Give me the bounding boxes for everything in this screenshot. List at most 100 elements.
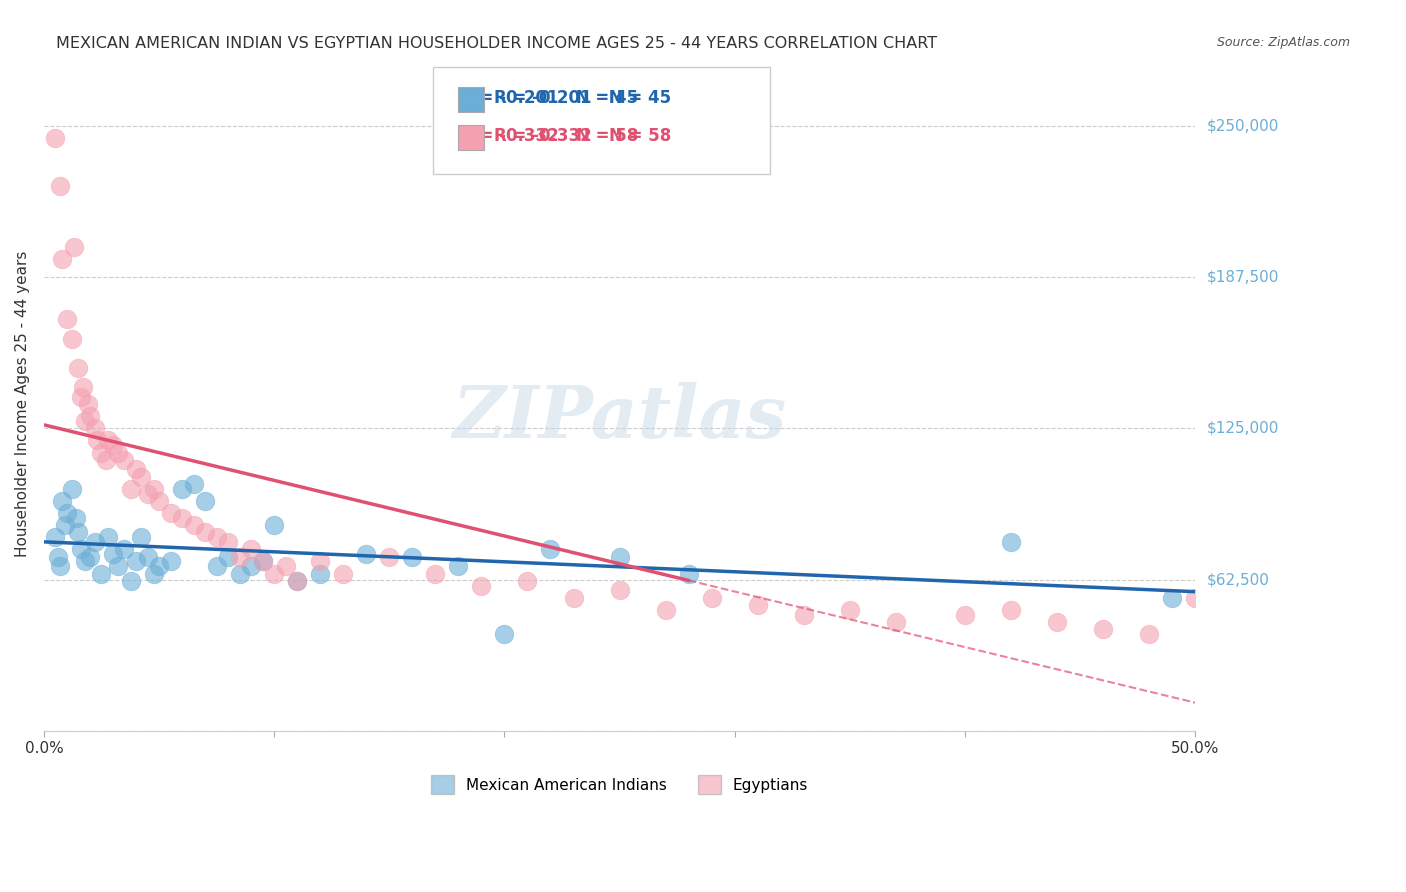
Point bbox=[159, 506, 181, 520]
Point bbox=[240, 542, 263, 557]
Point bbox=[562, 591, 585, 605]
Point bbox=[263, 518, 285, 533]
Point bbox=[183, 477, 205, 491]
Point bbox=[793, 607, 815, 622]
Point bbox=[332, 566, 354, 581]
Point bbox=[447, 559, 470, 574]
Point bbox=[51, 252, 73, 266]
Point bbox=[700, 591, 723, 605]
Point bbox=[56, 312, 79, 326]
Legend: Mexican American Indians, Egyptians: Mexican American Indians, Egyptians bbox=[423, 768, 815, 802]
Point bbox=[49, 179, 72, 194]
Point bbox=[69, 542, 91, 557]
Point bbox=[114, 452, 136, 467]
Point bbox=[51, 494, 73, 508]
Point bbox=[63, 240, 86, 254]
Point bbox=[953, 607, 976, 622]
Text: $250,000: $250,000 bbox=[1206, 119, 1279, 133]
Point bbox=[240, 559, 263, 574]
Point bbox=[53, 518, 76, 533]
Point bbox=[114, 542, 136, 557]
Point bbox=[285, 574, 308, 588]
Text: R = -0.332   N = 58: R = -0.332 N = 58 bbox=[461, 128, 638, 145]
Point bbox=[285, 574, 308, 588]
Point bbox=[75, 414, 97, 428]
Point bbox=[148, 494, 170, 508]
Point bbox=[194, 494, 217, 508]
Point bbox=[120, 482, 142, 496]
Point bbox=[540, 542, 562, 557]
Point bbox=[129, 469, 152, 483]
Text: Source: ZipAtlas.com: Source: ZipAtlas.com bbox=[1216, 36, 1350, 49]
Text: $62,500: $62,500 bbox=[1206, 572, 1270, 587]
Point bbox=[1161, 591, 1184, 605]
Point bbox=[44, 530, 66, 544]
Point bbox=[60, 482, 83, 496]
Point bbox=[470, 579, 492, 593]
Point bbox=[274, 559, 297, 574]
Point bbox=[75, 554, 97, 568]
Point bbox=[1184, 591, 1206, 605]
Point bbox=[125, 462, 148, 476]
Point bbox=[90, 566, 112, 581]
Point bbox=[67, 525, 90, 540]
Point bbox=[79, 409, 101, 424]
Y-axis label: Householder Income Ages 25 - 44 years: Householder Income Ages 25 - 44 years bbox=[15, 251, 30, 558]
Point bbox=[44, 131, 66, 145]
Point bbox=[86, 434, 108, 448]
Point bbox=[609, 583, 631, 598]
Point bbox=[170, 511, 193, 525]
Point bbox=[884, 615, 907, 629]
Point bbox=[125, 554, 148, 568]
Point bbox=[678, 566, 700, 581]
Point bbox=[67, 360, 90, 375]
Point bbox=[83, 421, 105, 435]
Point bbox=[101, 438, 124, 452]
Point bbox=[183, 518, 205, 533]
Point bbox=[252, 554, 274, 568]
Point bbox=[1137, 627, 1160, 641]
Point bbox=[107, 445, 129, 459]
Point bbox=[309, 566, 332, 581]
Point bbox=[1092, 622, 1115, 636]
Text: R = -0.201   N = 45: R = -0.201 N = 45 bbox=[461, 89, 638, 107]
Text: $125,000: $125,000 bbox=[1206, 421, 1279, 436]
Point bbox=[252, 554, 274, 568]
Point bbox=[378, 549, 401, 564]
Point bbox=[205, 530, 228, 544]
Point bbox=[205, 559, 228, 574]
Text: ZIPatlas: ZIPatlas bbox=[453, 382, 786, 453]
Point bbox=[97, 434, 120, 448]
Point bbox=[94, 452, 117, 467]
Point bbox=[1046, 615, 1069, 629]
Point bbox=[228, 549, 250, 564]
Point bbox=[56, 506, 79, 520]
Point bbox=[425, 566, 447, 581]
Point bbox=[494, 627, 516, 641]
Point bbox=[136, 549, 159, 564]
Point bbox=[309, 554, 332, 568]
Point bbox=[148, 559, 170, 574]
Point bbox=[654, 603, 676, 617]
Point bbox=[356, 547, 378, 561]
Point bbox=[97, 530, 120, 544]
Text: R = -0.332   N = 58: R = -0.332 N = 58 bbox=[494, 128, 671, 145]
Text: MEXICAN AMERICAN INDIAN VS EGYPTIAN HOUSEHOLDER INCOME AGES 25 - 44 YEARS CORREL: MEXICAN AMERICAN INDIAN VS EGYPTIAN HOUS… bbox=[56, 36, 938, 51]
Point bbox=[46, 549, 69, 564]
Point bbox=[747, 598, 769, 612]
Point bbox=[217, 535, 239, 549]
Point bbox=[72, 380, 94, 394]
Point bbox=[69, 390, 91, 404]
Point bbox=[228, 566, 250, 581]
Point bbox=[90, 445, 112, 459]
Point bbox=[1000, 603, 1022, 617]
Point bbox=[516, 574, 538, 588]
Point bbox=[136, 486, 159, 500]
Point bbox=[609, 549, 631, 564]
Point bbox=[60, 332, 83, 346]
Point bbox=[49, 559, 72, 574]
Point bbox=[194, 525, 217, 540]
Point bbox=[129, 530, 152, 544]
Point bbox=[217, 549, 239, 564]
Point bbox=[838, 603, 860, 617]
